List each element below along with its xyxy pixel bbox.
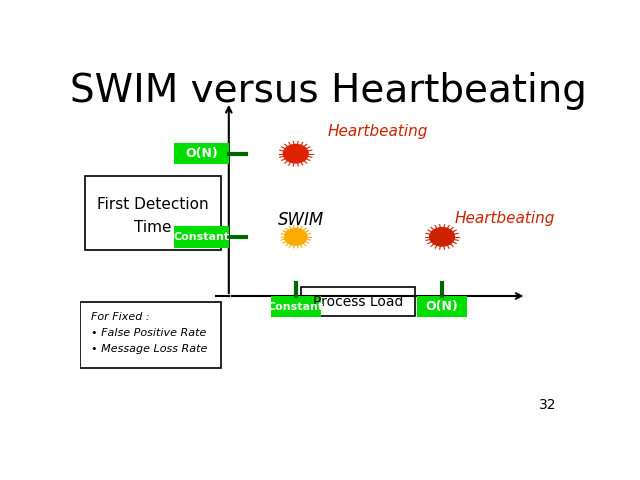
- FancyBboxPatch shape: [174, 226, 229, 248]
- Text: O(N): O(N): [185, 147, 218, 160]
- FancyBboxPatch shape: [301, 287, 415, 316]
- Text: First Detection: First Detection: [97, 197, 209, 212]
- Circle shape: [284, 144, 308, 163]
- FancyBboxPatch shape: [85, 176, 221, 250]
- FancyBboxPatch shape: [80, 301, 221, 368]
- Text: For Fixed :: For Fixed :: [91, 312, 150, 322]
- FancyBboxPatch shape: [271, 296, 321, 317]
- Text: Time: Time: [134, 220, 172, 235]
- Text: Constant: Constant: [173, 232, 230, 242]
- FancyBboxPatch shape: [417, 296, 467, 317]
- Text: • Message Loss Rate: • Message Loss Rate: [91, 344, 207, 354]
- Text: Heartbeating: Heartbeating: [454, 211, 555, 226]
- Text: O(N): O(N): [426, 300, 458, 313]
- Circle shape: [285, 228, 307, 245]
- Text: Process Load: Process Load: [312, 295, 403, 309]
- Circle shape: [429, 228, 454, 246]
- Text: Constant: Constant: [268, 302, 324, 312]
- Text: Heartbeating: Heartbeating: [328, 124, 428, 139]
- Text: SWIM: SWIM: [278, 211, 324, 229]
- FancyBboxPatch shape: [174, 143, 229, 165]
- Text: • False Positive Rate: • False Positive Rate: [91, 328, 206, 338]
- Text: 32: 32: [539, 398, 556, 412]
- Text: SWIM versus Heartbeating: SWIM versus Heartbeating: [70, 72, 586, 110]
